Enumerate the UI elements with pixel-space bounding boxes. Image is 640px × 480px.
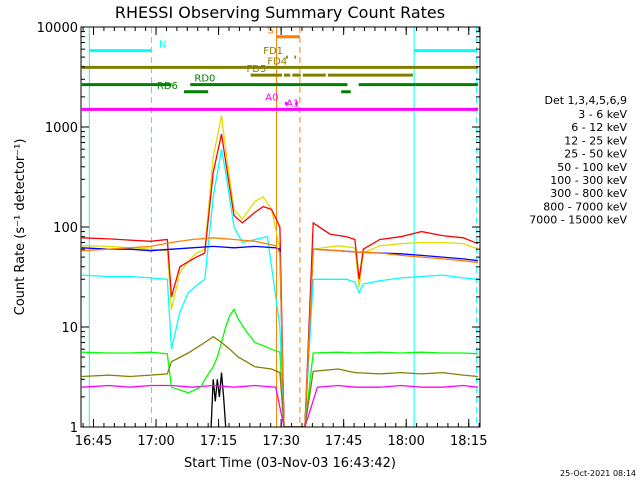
flag-label-s: S [267,26,273,37]
y-tick-label-0: 1 [70,421,78,436]
x-tick-label-5: 18:00 [387,434,424,449]
flag-label-a1: A1 [286,98,299,109]
series-line-0 [210,372,227,427]
legend-entry-1: 6 - 12 keV [571,121,627,134]
series-line-8 [81,335,478,427]
flag-label-rd6: RD6 [157,81,178,92]
y-tick-label-2: 100 [53,221,78,236]
series-line-2 [81,308,478,427]
x-tick-label-6: 18:15 [450,434,487,449]
flag-label-rd0: RD0 [194,74,215,85]
legend-entry-3: 25 - 50 keV [564,148,627,161]
x-tick-label-4: 17:45 [325,434,362,449]
legend-entry-5: 100 - 300 keV [550,174,627,187]
y-tick-label-1: 10 [61,321,78,336]
legend-entry-7: 800 - 7000 keV [543,200,627,213]
y-tick-label-4: 10000 [37,21,78,36]
flag-label-a0: A0 [265,92,278,103]
series-line-4 [81,115,479,427]
x-tick-label-2: 17:15 [200,434,237,449]
legend-entry-6: 300 - 800 keV [550,187,627,200]
x-tick-label-3: 17:30 [262,434,299,449]
x-tick-label-0: 16:45 [75,434,112,449]
y-tick-label-3: 1000 [45,121,78,136]
flag-label-fd5: FD5 [247,64,267,75]
timestamp: 25-Oct-2021 08:14 [560,469,636,478]
legend-entry-4: 50 - 100 keV [557,161,627,174]
legend-entry-8: 7000 - 15000 keV [529,214,627,227]
legend-title: Det 1,3,4,5,6,9 [544,94,627,107]
legend-entry-0: 3 - 6 keV [578,108,627,121]
axes: 16:45 17:00 17:15 17:30 17:45 18:00 18:15 1 10 10… [37,21,488,449]
y-axis-label: Count Rate (s⁻¹ detector⁻¹) [13,139,28,316]
x-tick-label-1: 17:00 [137,434,174,449]
legend-entry-2: 12 - 25 keV [564,134,627,147]
flag-label-n: N [159,40,166,51]
flag-label-fd1: FD1 [263,46,283,57]
series-line-5 [81,133,479,427]
chart-title: RHESSI Observing Summary Count Rates [115,3,445,22]
data-series [81,115,479,427]
series-line-1 [81,384,478,427]
series-line-7 [81,237,478,427]
x-axis-label: Start Time (03-Nov-03 16:43:42) [184,456,396,471]
flag-label-fd4: FD4 [267,56,287,67]
series-line-3 [81,149,478,427]
